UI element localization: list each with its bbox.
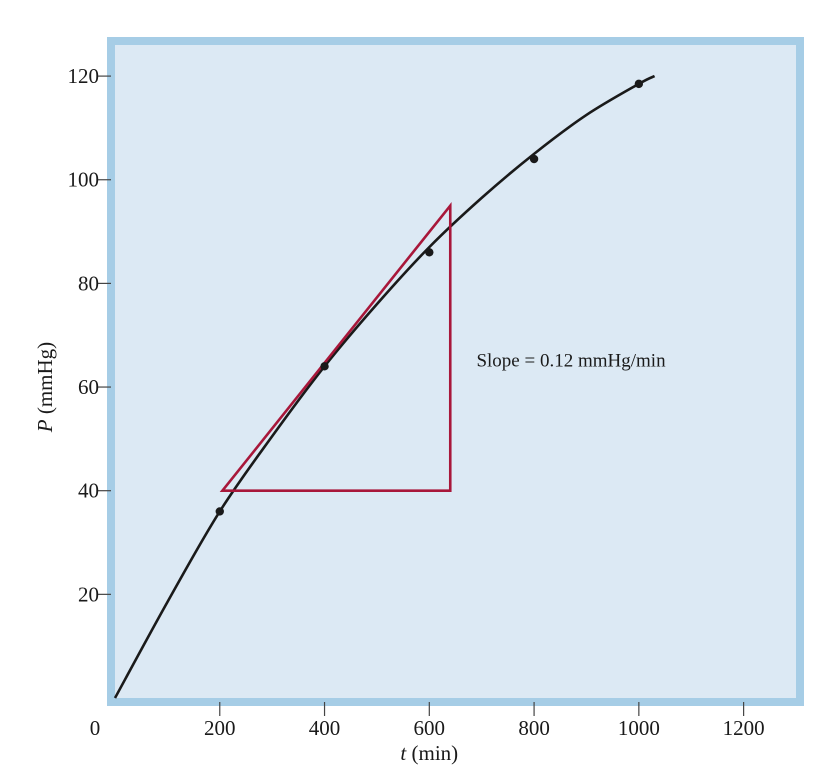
x-axis-variable: t [400,741,407,765]
data-point [425,248,434,257]
x-tick-label: 0 [90,716,101,740]
y-tick-label: 100 [68,168,100,192]
y-tick-label: 40 [78,479,99,503]
y-axis-unit: (mmHg) [33,342,57,420]
data-point [215,507,224,516]
data-points [215,79,644,516]
fit-curve [113,74,656,699]
x-tick-label: 1200 [723,716,765,740]
tangent-triangle [219,201,452,492]
y-axis-title: P (mmHg) [33,342,57,433]
data-point [320,362,329,371]
y-axis-variable: P [33,419,57,433]
tick-labels: 0 200 400 600 800 1000 1200 20 40 60 80 100 120 [68,64,765,740]
y-tick-label: 60 [78,375,99,399]
axis-ticks [97,75,745,716]
x-axis-title: t (min) [400,741,458,765]
x-tick-label: 400 [309,716,341,740]
y-tick-label: 20 [78,582,99,606]
x-axis-unit: (min) [406,741,458,765]
slope-annotation: Slope = 0.12 mmHg/min [476,350,666,371]
x-tick-label: 200 [204,716,236,740]
y-tick-label: 80 [78,271,99,295]
data-point [529,154,539,164]
x-tick-label: 1000 [618,716,660,740]
data-point [634,79,644,89]
x-tick-label: 600 [414,716,446,740]
x-tick-label: 800 [518,716,550,740]
plot-frame [107,37,804,706]
y-tick-label: 120 [68,64,100,88]
plot-background [107,37,804,706]
